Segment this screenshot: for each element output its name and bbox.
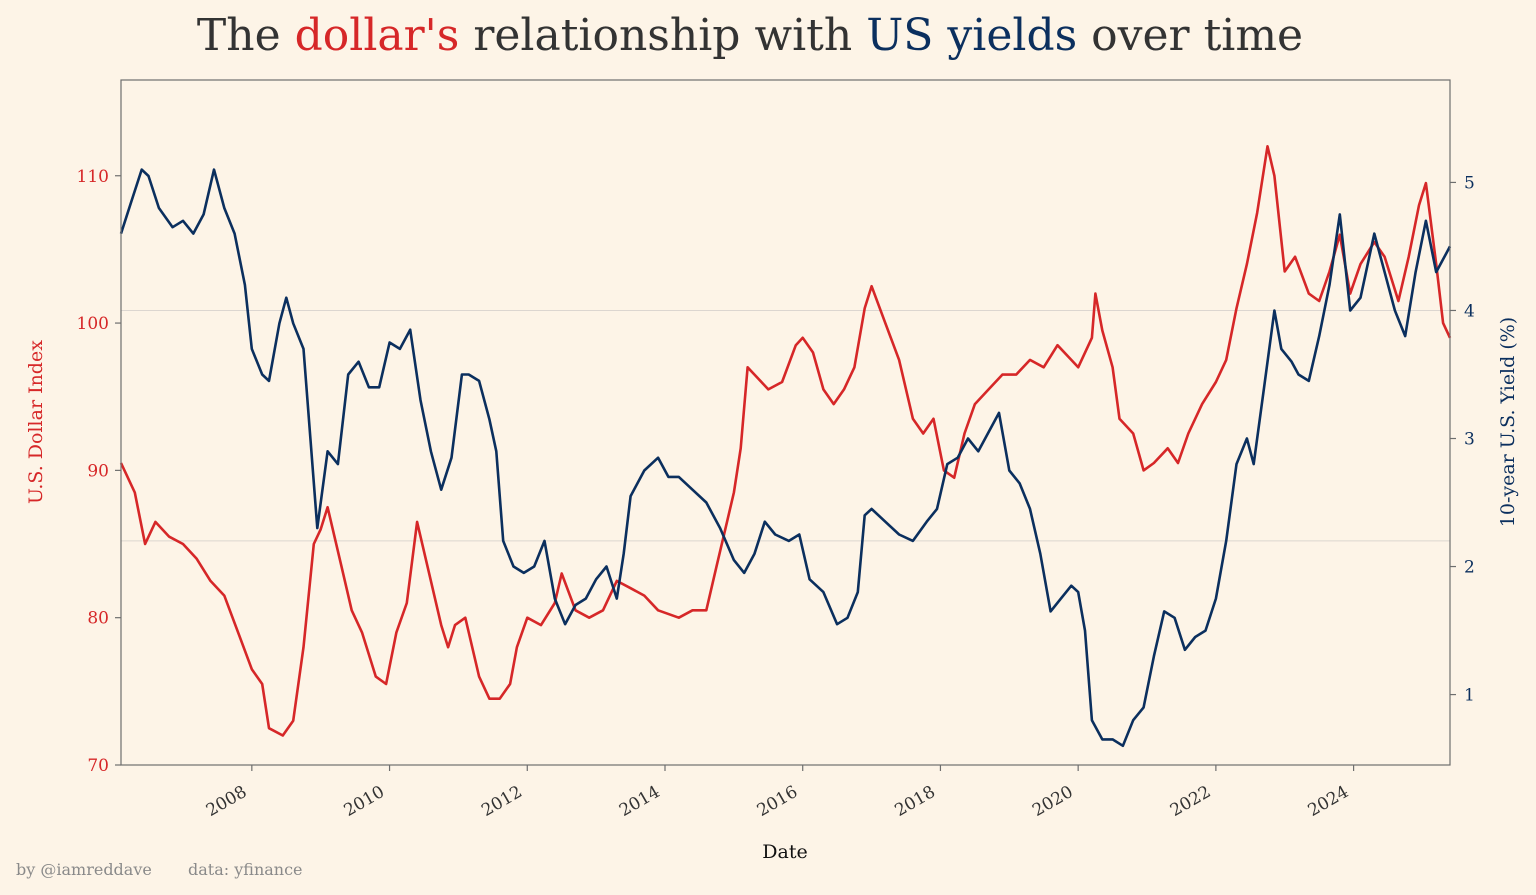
yield-line [119, 168, 1452, 748]
y-left-tick-label-100: 100 [77, 314, 109, 334]
y-left-tick-label-110: 110 [77, 167, 109, 187]
plot-frame [120, 79, 1451, 766]
x-tick-label-2018: 2018 [891, 782, 938, 821]
x-tick-label-2014: 2014 [616, 782, 663, 821]
title-part-1: dollar's [281, 10, 460, 61]
dollar-index-line [119, 145, 1452, 737]
y-axis-left-title: U.S. Dollar Index [25, 340, 47, 504]
series-layer [119, 145, 1452, 748]
x-tick-label-2012: 2012 [478, 782, 525, 821]
title-part-4: over time [1077, 10, 1303, 61]
x-tick-label-2020: 2020 [1029, 782, 1076, 821]
x-axis-title: Date [762, 841, 807, 863]
x-tick-label-2016: 2016 [754, 782, 801, 821]
y-right-tick-label-4: 4 [1464, 301, 1475, 321]
credit-source: data: yfinance [188, 860, 303, 879]
x-axis: 2008 2010 2012 2014 2016 2018 2020 2022 2024 [203, 765, 1355, 821]
x-tick-label-2010: 2010 [341, 782, 388, 821]
y-right-tick-label-2: 2 [1464, 558, 1475, 578]
y-left-tick-label-70: 70 [87, 756, 109, 776]
y-left-tick-label-80: 80 [87, 609, 109, 629]
y-right-tick-label-3: 3 [1464, 430, 1475, 450]
chart-title: The dollar's relationship with US yields… [197, 10, 1303, 61]
x-tick-label-2022: 2022 [1167, 782, 1214, 821]
title-part-2: relationship with [459, 10, 852, 61]
y-axis-left: 70 80 90 100 110 [77, 167, 121, 776]
y-right-tick-label-1: 1 [1464, 686, 1475, 706]
credit-author: by @iamreddave [16, 860, 152, 879]
y-axis-right-title: 10-year U.S. Yield (%) [1497, 317, 1519, 527]
y-axis-right: 1 2 3 4 5 [1450, 173, 1475, 706]
title-part-3: US yields [852, 10, 1077, 61]
gridlines [121, 309, 1450, 542]
title-part-0: The [197, 10, 281, 61]
y-right-tick-label-5: 5 [1464, 173, 1475, 193]
x-tick-label-2008: 2008 [203, 782, 250, 821]
x-tick-label-2024: 2024 [1305, 782, 1352, 821]
y-left-tick-label-90: 90 [87, 461, 109, 481]
